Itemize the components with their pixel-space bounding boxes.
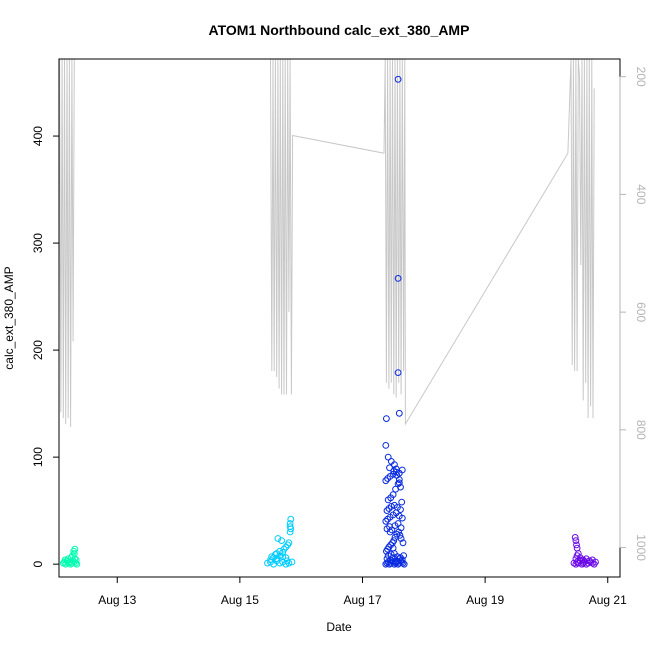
data-point	[288, 558, 296, 566]
y-tick-label: 100	[31, 447, 45, 467]
data-points	[59, 75, 599, 568]
y-axis-label: calc_ext_380_AMP	[2, 266, 16, 369]
data-point	[585, 557, 593, 565]
data-point	[394, 369, 402, 377]
data-point	[398, 514, 406, 522]
data-point	[395, 409, 403, 417]
data-point	[286, 528, 294, 536]
data-point	[279, 553, 287, 561]
data-point	[287, 525, 295, 533]
data-point	[70, 547, 78, 555]
data-point	[386, 464, 393, 472]
data-point	[64, 557, 71, 565]
x-axis: Aug 13 Aug 15 Aug 17 Aug 19 Aug 21	[98, 577, 627, 607]
data-point	[69, 552, 76, 559]
data-point	[572, 537, 580, 544]
data-point	[391, 461, 398, 469]
y-axis: 0 100 200 300 400	[31, 126, 60, 568]
data-point	[285, 559, 293, 567]
plot-frame	[58, 58, 621, 578]
data-point	[395, 476, 403, 484]
data-point	[382, 442, 390, 449]
data-point	[382, 517, 390, 525]
data-point	[387, 551, 395, 558]
data-point	[268, 553, 276, 561]
y-tick-label: 400	[31, 126, 45, 146]
data-point	[393, 530, 401, 538]
data-point	[396, 531, 404, 539]
data-point	[383, 415, 390, 423]
y2-tick-label: 600	[634, 302, 648, 322]
data-point	[571, 534, 579, 541]
data-point	[384, 453, 392, 461]
data-point	[573, 541, 580, 549]
data-point	[279, 549, 287, 556]
series-1	[264, 515, 296, 568]
data-point	[283, 557, 291, 565]
data-point	[589, 556, 596, 564]
x-axis-label: Date	[326, 620, 352, 634]
data-point	[383, 507, 391, 515]
secondary-trace	[59, 58, 595, 427]
y2-tick-label: 400	[634, 184, 648, 204]
x-tick-label: Aug 17	[343, 593, 381, 607]
data-point	[394, 275, 402, 282]
y-tick-label: 0	[31, 561, 45, 568]
data-point	[395, 555, 403, 563]
y-tick-label: 300	[31, 233, 45, 253]
data-point	[272, 551, 279, 558]
data-point	[282, 554, 290, 562]
data-point	[399, 559, 407, 567]
series-0	[59, 545, 81, 568]
data-point	[399, 539, 407, 547]
data-point	[72, 556, 80, 564]
series-3	[570, 534, 599, 568]
data-point	[394, 553, 401, 561]
secondary-y-axis: 200 400 600 800 1000	[619, 67, 648, 561]
data-point	[389, 544, 397, 552]
data-point	[395, 479, 403, 487]
y2-tick-label: 800	[634, 420, 648, 440]
data-point	[385, 543, 393, 551]
data-point	[389, 491, 397, 499]
x-tick-label: Aug 15	[221, 593, 259, 607]
data-point	[386, 528, 394, 536]
data-point	[397, 524, 405, 532]
data-point	[397, 535, 405, 542]
x-tick-label: Aug 13	[98, 593, 136, 607]
x-tick-label: Aug 19	[466, 593, 504, 607]
data-point	[398, 556, 406, 564]
chart-title: ATOM1 Northbound calc_ext_380_AMP	[209, 22, 470, 38]
series-2	[382, 75, 408, 568]
data-point	[382, 477, 390, 485]
data-point	[394, 75, 402, 83]
x-tick-label: Aug 21	[589, 593, 627, 607]
data-point	[579, 559, 587, 567]
data-point	[573, 544, 581, 552]
data-point	[390, 537, 398, 544]
data-point	[280, 545, 288, 553]
data-point	[285, 539, 293, 547]
data-point	[400, 552, 408, 559]
data-point	[400, 560, 408, 568]
data-point	[398, 498, 406, 506]
secondary-trace-line	[59, 58, 595, 427]
data-point	[397, 506, 404, 514]
data-point	[388, 526, 396, 534]
y2-tick-label: 200	[634, 67, 648, 87]
data-point	[287, 515, 295, 523]
data-point	[274, 535, 282, 542]
data-point	[397, 483, 404, 491]
data-point	[278, 537, 286, 544]
y-tick-label: 200	[31, 340, 45, 360]
data-point	[282, 560, 290, 568]
data-point	[384, 552, 392, 559]
y2-tick-label: 1000	[634, 534, 648, 561]
data-point	[392, 465, 400, 473]
